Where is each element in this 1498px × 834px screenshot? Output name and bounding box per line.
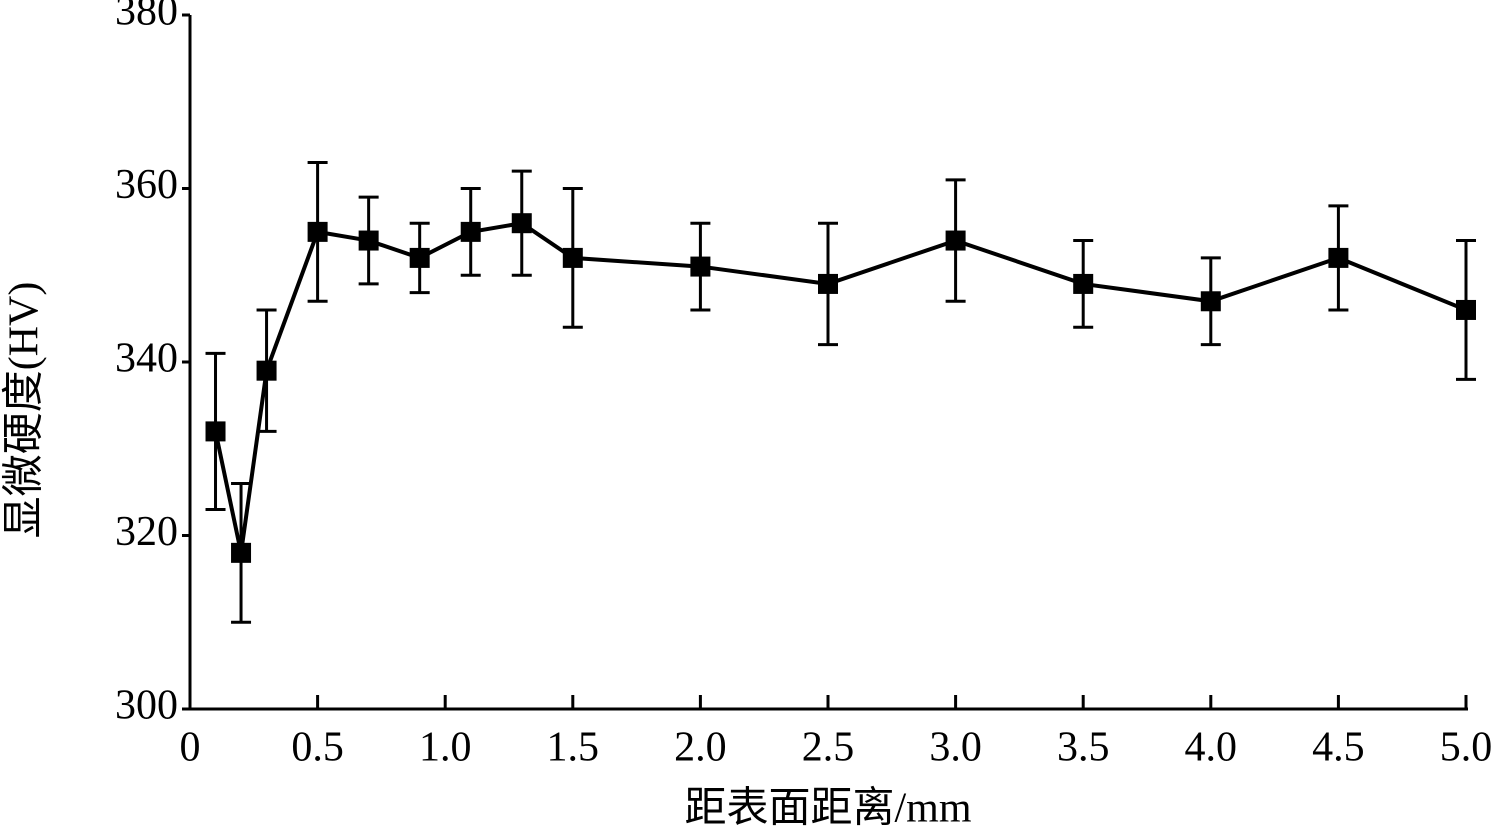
data-point (1328, 247, 1349, 268)
x-tick-label: 2.5 (802, 725, 855, 771)
x-tick-label: 3.0 (929, 725, 982, 771)
data-point (1456, 299, 1476, 320)
x-tick-label: 1.0 (419, 725, 472, 771)
x-tick-label: 0.5 (291, 725, 344, 771)
y-tick-label: 360 (115, 162, 178, 208)
y-tick-label: 380 (115, 0, 178, 35)
data-point (818, 273, 838, 294)
x-tick-label: 4.0 (1185, 725, 1238, 771)
data-point (358, 230, 379, 251)
data-point (205, 421, 226, 442)
data-point (1200, 291, 1221, 312)
y-tick-label: 340 (115, 336, 178, 382)
x-tick-label: 1.5 (547, 725, 600, 771)
data-point (1073, 273, 1094, 294)
x-tick-label: 0 (180, 725, 201, 771)
data-point (460, 221, 481, 242)
x-tick-label: 4.5 (1312, 725, 1365, 771)
x-tick-label: 3.5 (1057, 725, 1110, 771)
x-axis-label: 距表面距离/mm (684, 785, 971, 832)
y-tick-label: 300 (115, 683, 178, 729)
data-point (945, 230, 966, 251)
data-point (690, 256, 711, 277)
x-tick-label: 2.0 (674, 725, 727, 771)
y-tick-label: 320 (115, 509, 178, 555)
data-point (409, 247, 430, 268)
data-point (511, 213, 532, 234)
y-axis-label: 显微硬度(HV) (2, 282, 48, 539)
data-point (231, 542, 252, 563)
data-point (256, 360, 277, 381)
data-point (562, 247, 583, 268)
x-tick-label: 5.0 (1440, 725, 1493, 771)
data-point (307, 221, 328, 242)
data-line (213, 221, 1467, 554)
